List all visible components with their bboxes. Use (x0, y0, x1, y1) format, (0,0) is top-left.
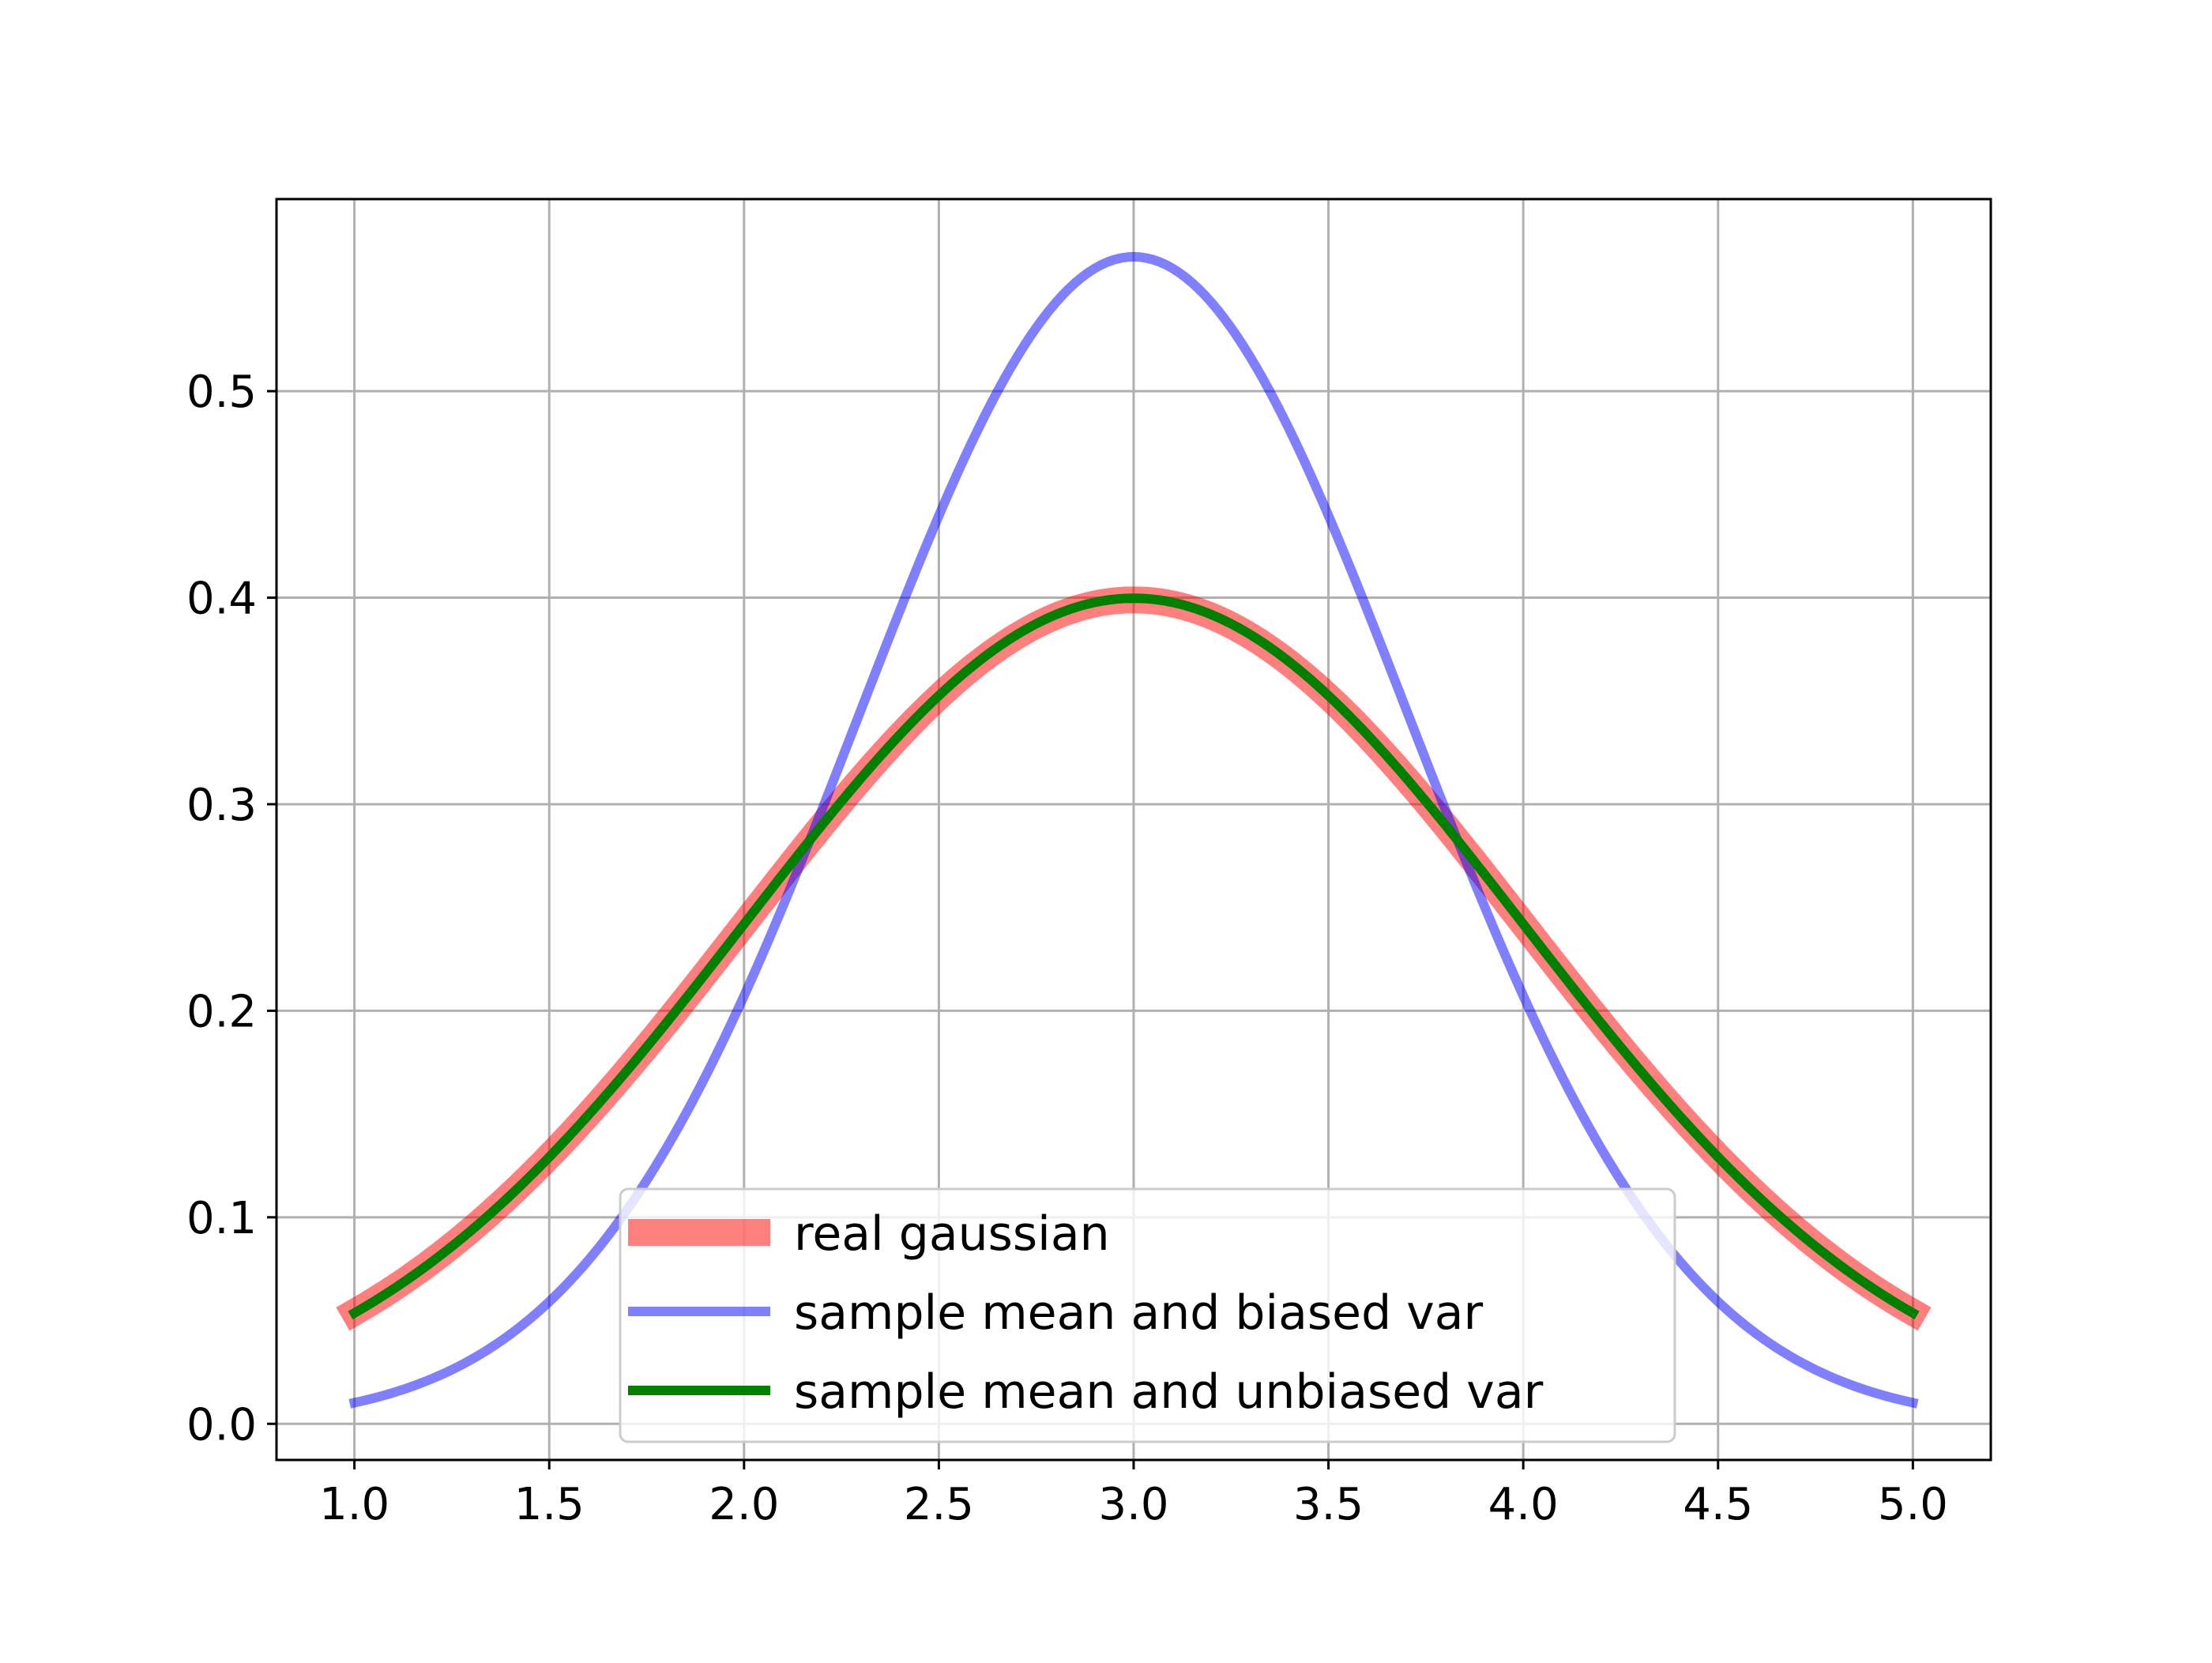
x-tick-label: 2.5 (904, 1479, 974, 1530)
x-tick-label: 2.0 (709, 1479, 779, 1530)
y-tick-label: 0.3 (186, 780, 257, 831)
legend-label-1: real gaussian (794, 1206, 1110, 1262)
x-tick-label: 4.5 (1683, 1479, 1753, 1530)
y-tick-label: 0.4 (186, 574, 257, 625)
x-tick-label: 3.5 (1293, 1479, 1364, 1530)
legend-label-3: sample mean and unbiased var (794, 1364, 1544, 1420)
y-tick-label: 0.0 (186, 1399, 257, 1450)
x-tick-label: 4.0 (1488, 1479, 1559, 1530)
tick-layer: 1.0 1.5 2.0 2.5 3.0 3.5 4.0 4.5 5.0 0.0 0.1 0.2 0.3 0… (186, 367, 1948, 1530)
legend-box (619, 1187, 1676, 1443)
y-tick-label: 0.5 (186, 367, 257, 418)
x-tick-label: 1.0 (319, 1479, 389, 1530)
y-tick-label: 0.2 (186, 986, 257, 1037)
x-tick-label: 1.5 (514, 1479, 585, 1530)
legend: real gaussian sample mean and biased var s… (619, 1187, 1676, 1443)
x-tick-label: 3.0 (1098, 1479, 1168, 1530)
x-tick-label: 5.0 (1878, 1479, 1948, 1530)
y-tick-label: 0.1 (186, 1193, 257, 1244)
legend-label-2: sample mean and biased var (794, 1285, 1484, 1341)
series-line-3 (348, 593, 1920, 1320)
